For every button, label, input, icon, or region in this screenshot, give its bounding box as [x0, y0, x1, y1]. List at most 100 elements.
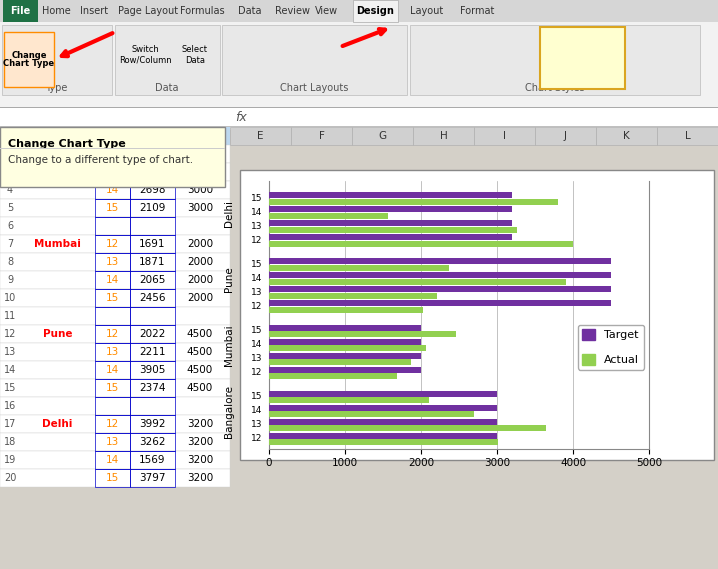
Bar	[95, 379, 130, 397]
Bar	[95, 199, 130, 217]
Text: 17: 17	[4, 419, 17, 429]
Text: 16: 16	[4, 401, 16, 411]
Bar	[269, 359, 411, 365]
Bar	[269, 279, 566, 285]
Bar	[0, 433, 230, 451]
Text: Format: Format	[460, 6, 495, 16]
Text: Data: Data	[238, 6, 261, 16]
Text: E: E	[257, 131, 264, 141]
Bar	[4, 32, 54, 87]
Text: 15: 15	[251, 393, 263, 401]
Text: 15: 15	[4, 383, 17, 393]
Text: 2374: 2374	[139, 383, 166, 393]
Bar	[269, 405, 497, 411]
Text: 13: 13	[251, 420, 263, 430]
Bar	[269, 366, 421, 373]
Text: 3905: 3905	[139, 365, 166, 375]
Text: 3200: 3200	[187, 437, 213, 447]
Bar	[130, 127, 175, 145]
Bar	[130, 433, 175, 451]
Text: 12: 12	[106, 419, 119, 429]
Text: F: F	[319, 131, 325, 141]
Text: 12: 12	[4, 329, 17, 339]
Bar	[269, 373, 398, 379]
Text: Formulas: Formulas	[180, 6, 225, 16]
Bar	[353, 0, 398, 22]
Bar	[115, 25, 220, 95]
Bar	[240, 170, 714, 460]
Text: 13: 13	[106, 347, 119, 357]
Text: 3014: 3014	[139, 149, 166, 159]
Bar	[2, 25, 112, 95]
Bar	[0, 127, 225, 187]
Text: Review: Review	[275, 6, 310, 16]
Text: 3200: 3200	[187, 473, 213, 483]
Bar	[269, 265, 449, 271]
Bar	[269, 432, 497, 439]
Text: 18: 18	[4, 437, 16, 447]
Bar	[0, 199, 230, 217]
Bar	[269, 307, 423, 313]
Bar	[95, 127, 130, 145]
Bar	[269, 293, 437, 299]
Bar	[95, 235, 130, 253]
Text: 3000: 3000	[187, 203, 213, 213]
Text: Change to a different type of chart.: Change to a different type of chart.	[8, 155, 193, 165]
Bar	[0, 148, 225, 149]
Bar	[0, 163, 230, 181]
Bar	[269, 300, 611, 307]
Bar	[130, 343, 175, 361]
Text: 4500: 4500	[187, 383, 213, 393]
Bar	[269, 241, 573, 247]
Text: 12: 12	[106, 149, 119, 159]
Text: Chart Type: Chart Type	[4, 59, 55, 68]
Text: 15: 15	[106, 473, 119, 483]
Text: I: I	[503, 131, 506, 141]
Text: 15: 15	[251, 194, 263, 203]
Bar	[20, 127, 95, 145]
Bar	[0, 271, 230, 289]
Bar	[0, 107, 718, 108]
Text: 14: 14	[4, 365, 16, 375]
Text: 3200: 3200	[187, 419, 213, 429]
Text: Layout: Layout	[410, 6, 443, 16]
Bar	[130, 199, 175, 217]
Bar	[130, 451, 175, 469]
Text: Delhi: Delhi	[42, 419, 73, 429]
Text: Chart Styles: Chart Styles	[525, 83, 585, 93]
Bar	[130, 469, 175, 487]
Text: 3645: 3645	[139, 167, 166, 177]
Text: 4: 4	[7, 185, 13, 195]
Bar	[0, 397, 230, 415]
Bar	[269, 258, 611, 265]
Bar	[269, 391, 497, 397]
Text: Data: Data	[155, 83, 179, 93]
Bar	[130, 271, 175, 289]
Text: 7: 7	[7, 239, 13, 249]
Text: Switch
Row/Column: Switch Row/Column	[118, 46, 172, 65]
Bar	[130, 325, 175, 343]
Text: 12: 12	[251, 236, 263, 245]
Text: 4500: 4500	[187, 347, 213, 357]
Bar	[269, 324, 421, 331]
Bar	[95, 307, 130, 325]
Bar	[269, 192, 513, 199]
Text: 15: 15	[251, 260, 263, 269]
Text: Change Chart Type: Change Chart Type	[8, 139, 126, 149]
Text: 6: 6	[7, 221, 13, 231]
Bar	[269, 439, 498, 445]
Bar	[130, 379, 175, 397]
Bar	[0, 343, 230, 361]
Bar	[130, 217, 175, 235]
Bar	[657, 127, 718, 145]
Text: 3000: 3000	[187, 167, 213, 177]
Bar	[0, 451, 230, 469]
Text: 3: 3	[7, 167, 13, 177]
Text: Type: Type	[45, 83, 67, 93]
Text: H: H	[439, 131, 447, 141]
Text: City: City	[46, 131, 69, 141]
Text: 15: 15	[251, 326, 263, 335]
Bar	[222, 25, 407, 95]
Text: 12: 12	[251, 302, 263, 311]
Text: 2698: 2698	[139, 185, 166, 195]
